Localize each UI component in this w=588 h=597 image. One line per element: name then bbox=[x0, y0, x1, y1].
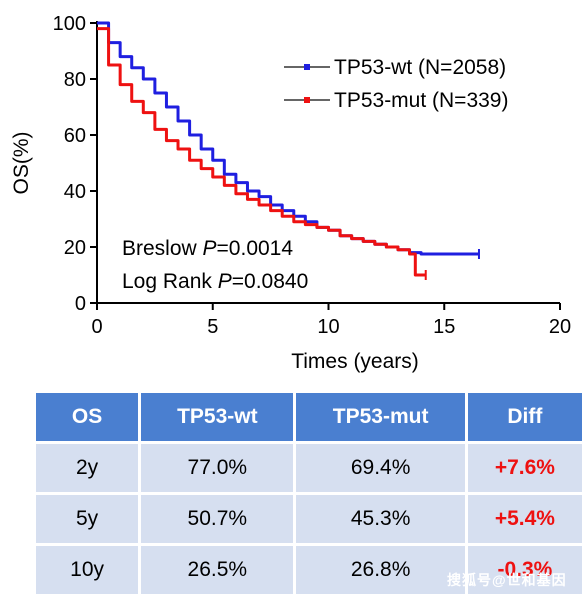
watermark: 搜狐号@世和基因 bbox=[447, 572, 567, 588]
cell-os: 5y bbox=[36, 495, 139, 543]
header-diff: Diff bbox=[467, 393, 582, 441]
header-tp53-wt: TP53-wt bbox=[141, 393, 294, 441]
y-tick-label: 20 bbox=[64, 237, 86, 259]
y-tick-label: 0 bbox=[75, 293, 86, 315]
table-row: 2y 77.0% 69.4% +7.6% bbox=[36, 444, 582, 492]
cell-tp53-wt: 50.7% bbox=[141, 495, 294, 543]
y-axis-label: OS(%) bbox=[10, 132, 33, 195]
legend-marker bbox=[304, 64, 310, 70]
x-tick-label: 15 bbox=[433, 316, 455, 338]
header-os: OS bbox=[36, 393, 139, 441]
chart-annotations: Breslow P=0.0014 Log Rank P=0.0840 bbox=[122, 237, 308, 293]
table-header-row: OS TP53-wt TP53-mut Diff bbox=[36, 393, 582, 441]
x-tick-label: 5 bbox=[207, 316, 218, 338]
chart-legend: TP53-wt (N=2058) TP53-mut (N=339) bbox=[284, 56, 508, 112]
legend-marker bbox=[304, 97, 310, 103]
y-tick-label: 40 bbox=[64, 181, 86, 203]
x-tick-label: 0 bbox=[91, 316, 102, 338]
cell-tp53-mut: 69.4% bbox=[296, 444, 465, 492]
y-tick-label: 100 bbox=[53, 13, 86, 35]
legend-label: TP53-mut (N=339) bbox=[334, 89, 508, 112]
p-value-annotation: Log Rank P=0.0840 bbox=[122, 270, 308, 293]
cell-tp53-wt: 77.0% bbox=[141, 444, 294, 492]
cell-os: 2y bbox=[36, 444, 139, 492]
cell-diff: -0.3% bbox=[467, 546, 582, 594]
cell-tp53-mut: 26.8% bbox=[296, 546, 465, 594]
p-value-annotation: Breslow P=0.0014 bbox=[122, 237, 293, 260]
chart-axes: 0 20 40 60 80 100 0 5 10 15 20 Times (years) OS(%) bbox=[10, 13, 571, 373]
y-tick-label: 80 bbox=[64, 69, 86, 91]
series-line-tp53-mut bbox=[97, 27, 426, 277]
x-tick-label: 10 bbox=[317, 316, 339, 338]
legend-label: TP53-wt (N=2058) bbox=[334, 56, 506, 79]
header-tp53-mut: TP53-mut bbox=[296, 393, 465, 441]
cell-os: 10y bbox=[36, 546, 139, 594]
cell-tp53-wt: 26.5% bbox=[141, 546, 294, 594]
cell-diff: +5.4% bbox=[467, 495, 582, 543]
table-row: 10y 26.5% 26.8% -0.3% bbox=[36, 546, 582, 594]
x-axis-label: Times (years) bbox=[291, 350, 419, 373]
table-row: 5y 50.7% 45.3% +5.4% bbox=[36, 495, 582, 543]
y-tick-label: 60 bbox=[64, 125, 86, 147]
survival-chart: 0 20 40 60 80 100 0 5 10 15 20 Times (years) OS(%) T… bbox=[10, 13, 571, 373]
chart-series bbox=[97, 21, 480, 280]
cell-tp53-mut: 45.3% bbox=[296, 495, 465, 543]
x-tick-label: 20 bbox=[549, 316, 571, 338]
os-table: OS TP53-wt TP53-mut Diff 2y 77.0% 69.4% … bbox=[33, 390, 585, 597]
cell-diff: +7.6% bbox=[467, 444, 582, 492]
